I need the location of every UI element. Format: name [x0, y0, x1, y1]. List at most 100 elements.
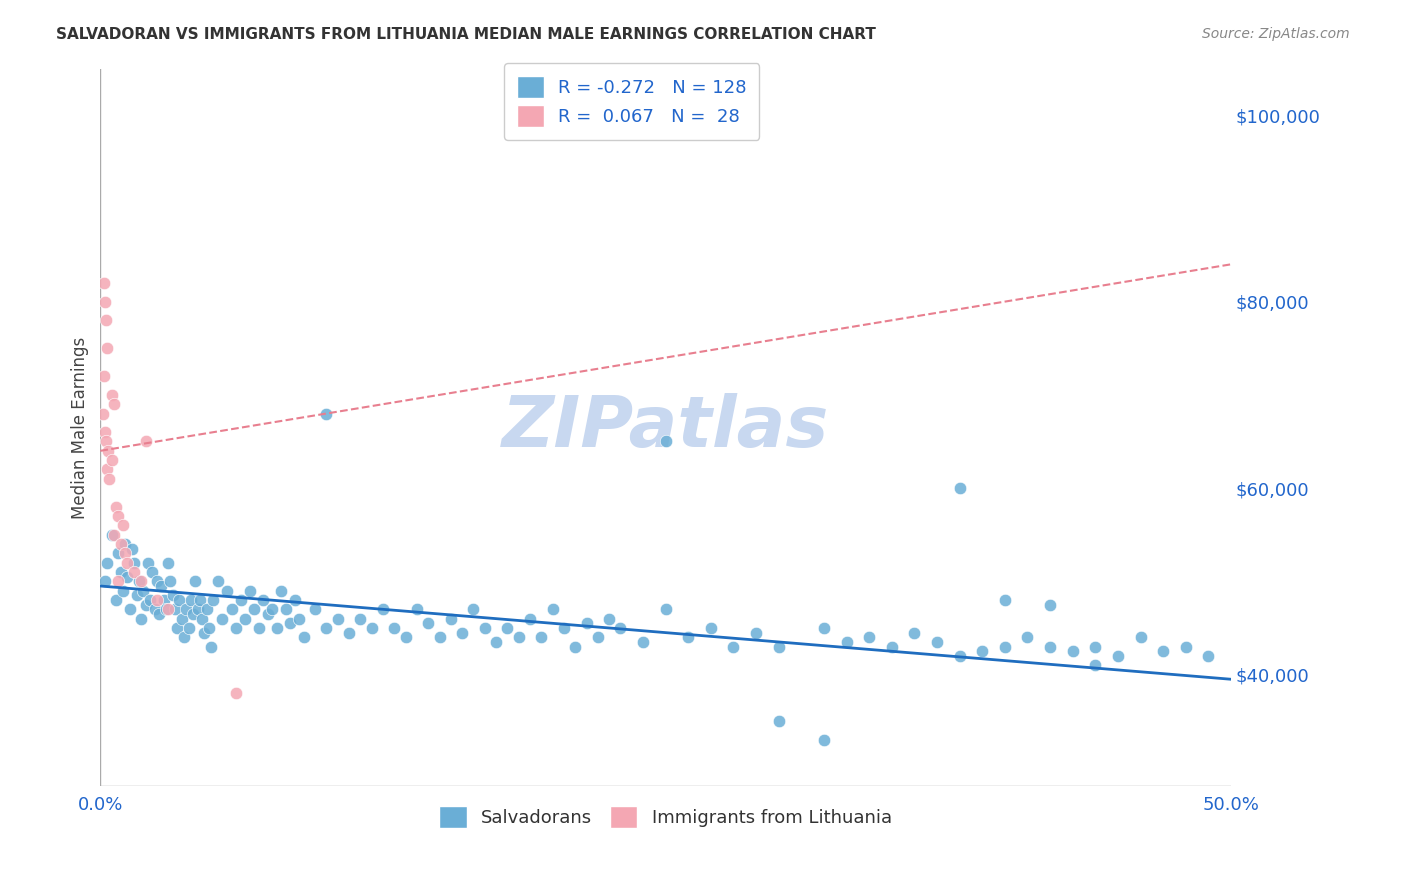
Point: [91, 407, 114, 421]
Point: [110, 537, 132, 551]
Legend: Salvadorans, Immigrants from Lithuania: Salvadorans, Immigrants from Lithuania: [432, 798, 898, 835]
Point: [121, 541, 143, 556]
Point: [141, 565, 163, 579]
Point: [100, 527, 122, 541]
Point: [256, 607, 278, 621]
Point: [1152, 644, 1174, 658]
Point: [553, 621, 575, 635]
Point: [880, 640, 903, 654]
Point: [270, 583, 292, 598]
Point: [1107, 648, 1129, 663]
Point: [132, 583, 155, 598]
Point: [768, 714, 790, 729]
Point: [191, 612, 214, 626]
Point: [225, 621, 247, 635]
Point: [215, 583, 238, 598]
Point: [474, 621, 496, 635]
Point: [221, 602, 243, 616]
Point: [107, 574, 129, 589]
Point: [508, 630, 530, 644]
Point: [813, 621, 835, 635]
Point: [315, 407, 337, 421]
Point: [252, 593, 274, 607]
Point: [118, 602, 141, 616]
Point: [278, 616, 301, 631]
Point: [564, 640, 586, 654]
Point: [229, 593, 252, 607]
Point: [654, 602, 676, 616]
Point: [105, 593, 128, 607]
Point: [177, 621, 200, 635]
Point: [1197, 648, 1219, 663]
Point: [337, 625, 360, 640]
Point: [181, 607, 204, 621]
Point: [609, 621, 631, 635]
Point: [195, 602, 218, 616]
Point: [1017, 630, 1039, 644]
Point: [93, 276, 115, 290]
Text: ZIPatlas: ZIPatlas: [502, 393, 830, 462]
Point: [146, 574, 169, 589]
Point: [994, 593, 1017, 607]
Point: [575, 616, 598, 631]
Point: [586, 630, 609, 644]
Point: [207, 574, 229, 589]
Point: [157, 602, 180, 616]
Point: [162, 588, 184, 602]
Point: [94, 294, 117, 309]
Point: [117, 570, 139, 584]
Point: [180, 593, 202, 607]
Point: [96, 341, 118, 355]
Point: [382, 621, 405, 635]
Point: [463, 602, 485, 616]
Point: [157, 556, 180, 570]
Point: [139, 593, 162, 607]
Point: [768, 640, 790, 654]
Point: [146, 593, 169, 607]
Point: [530, 630, 553, 644]
Point: [288, 612, 311, 626]
Point: [949, 648, 972, 663]
Point: [193, 625, 215, 640]
Point: [418, 616, 440, 631]
Point: [155, 602, 177, 616]
Point: [304, 602, 326, 616]
Point: [349, 612, 371, 626]
Point: [94, 313, 117, 327]
Point: [96, 462, 118, 476]
Point: [1039, 598, 1062, 612]
Point: [174, 602, 197, 616]
Point: [117, 556, 139, 570]
Point: [440, 612, 463, 626]
Point: [211, 612, 233, 626]
Point: [136, 556, 159, 570]
Point: [284, 593, 307, 607]
Y-axis label: Median Male Earnings: Median Male Earnings: [72, 336, 89, 518]
Point: [519, 612, 541, 626]
Point: [1129, 630, 1152, 644]
Point: [143, 602, 166, 616]
Point: [184, 574, 207, 589]
Point: [187, 602, 209, 616]
Point: [94, 434, 117, 449]
Point: [111, 583, 134, 598]
Point: [94, 425, 117, 439]
Point: [262, 602, 284, 616]
Point: [598, 612, 620, 626]
Point: [110, 565, 132, 579]
Point: [97, 443, 120, 458]
Point: [129, 574, 152, 589]
Point: [169, 593, 191, 607]
Point: [1084, 640, 1107, 654]
Point: [723, 640, 745, 654]
Point: [858, 630, 880, 644]
Point: [243, 602, 266, 616]
Point: [371, 602, 394, 616]
Point: [150, 579, 173, 593]
Point: [274, 602, 297, 616]
Point: [173, 630, 195, 644]
Point: [100, 453, 122, 467]
Point: [93, 369, 115, 384]
Point: [247, 621, 270, 635]
Point: [949, 481, 972, 495]
